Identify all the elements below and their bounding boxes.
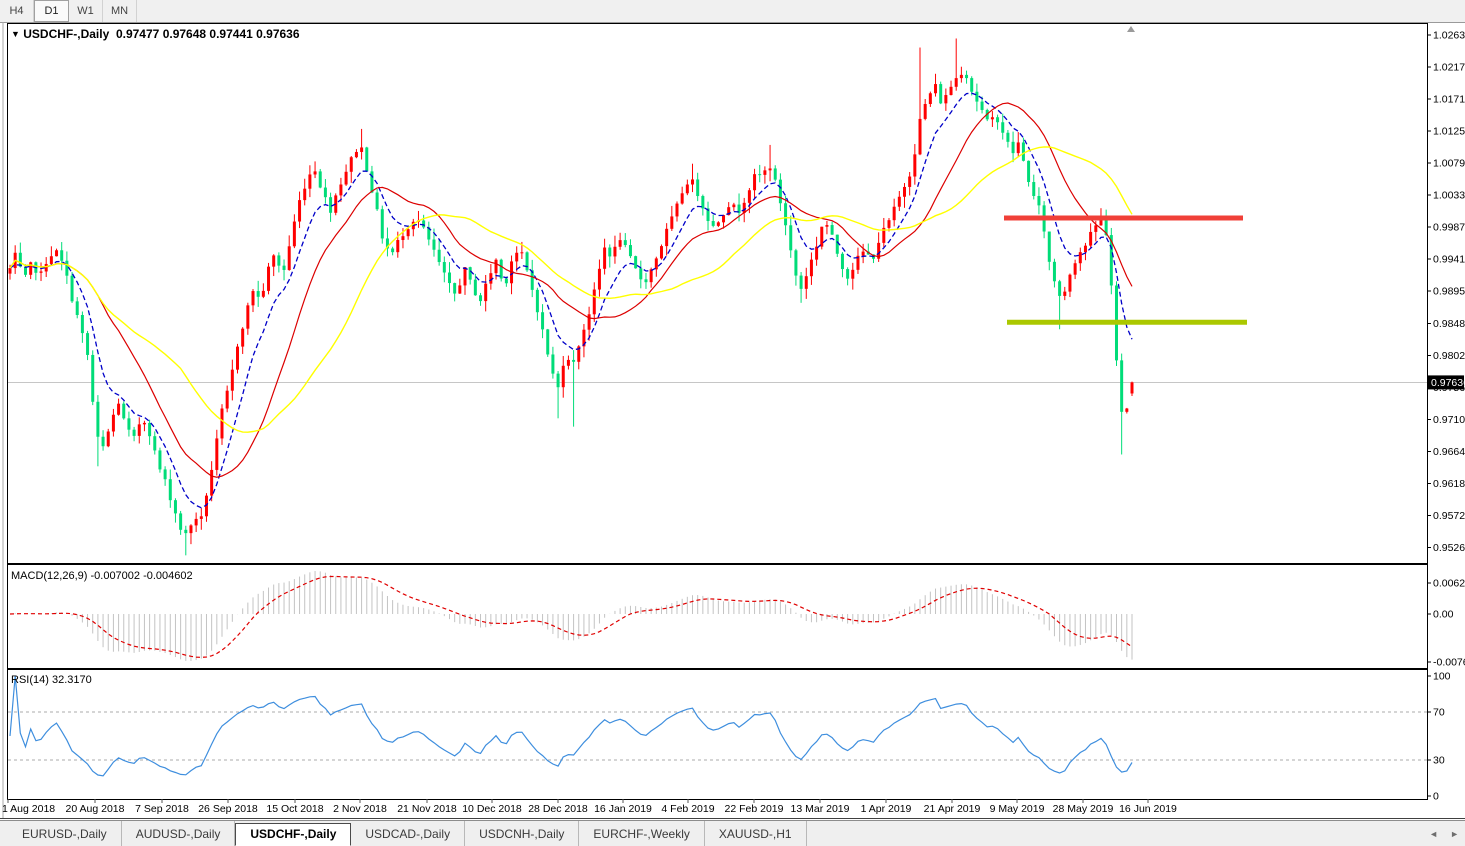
svg-text:15 Oct 2018: 15 Oct 2018 — [266, 803, 323, 815]
svg-text:70: 70 — [1433, 707, 1445, 719]
rsi-line — [9, 675, 1133, 777]
timeframe-button-mn[interactable]: MN — [103, 0, 137, 22]
svg-text:16 Jan 2019: 16 Jan 2019 — [594, 803, 652, 815]
chart-area[interactable]: 1.02630 1.02170 1.01710 1.01250 1.00790 1.003… — [0, 22, 1465, 820]
svg-text:1.02630: 1.02630 — [1433, 30, 1465, 42]
chart-shift-marker-icon[interactable] — [1127, 26, 1135, 32]
timeframe-button-h4[interactable]: H4 — [0, 0, 34, 22]
timeframe-toolbar: H4 D1 W1 MN — [0, 0, 1465, 23]
tab-usdchf-daily[interactable]: USDCHF-,Daily — [235, 822, 352, 846]
macd-panel — [7, 564, 1428, 669]
tab-usdcad-daily[interactable]: USDCAD-,Daily — [351, 821, 466, 846]
tab-usdcnh-daily[interactable]: USDCNH-,Daily — [465, 821, 580, 846]
svg-text:9 May 2019: 9 May 2019 — [990, 803, 1045, 815]
svg-text:13 Mar 2019: 13 Mar 2019 — [791, 803, 850, 815]
svg-text:1 Aug 2018: 1 Aug 2018 — [2, 803, 55, 815]
svg-text:1.00790: 1.00790 — [1433, 157, 1465, 169]
tab-eurusd-daily[interactable]: EURUSD-,Daily — [8, 821, 122, 846]
svg-text:21 Nov 2018: 21 Nov 2018 — [397, 803, 457, 815]
price-axis: 1.02630 1.02170 1.01710 1.01250 1.00790 1.003… — [1427, 30, 1465, 554]
chart-dropdown-icon[interactable]: ▼ — [11, 29, 20, 39]
svg-text:1.01250: 1.01250 — [1433, 125, 1465, 137]
date-axis: 1 Aug 2018 20 Aug 2018 7 Sep 2018 26 Sep 20… — [2, 799, 1177, 815]
current-price-tag — [1428, 375, 1464, 390]
svg-text:-0.007635: -0.007635 — [1433, 656, 1465, 668]
macd-histogram-group — [14, 571, 1133, 661]
rsi-axis: 100 70 30 0 — [1427, 671, 1451, 803]
svg-text:21 Apr 2019: 21 Apr 2019 — [924, 803, 981, 815]
timeframe-button-w1[interactable]: W1 — [69, 0, 103, 22]
svg-text:100: 100 — [1433, 671, 1451, 683]
candles-group — [8, 38, 1134, 556]
svg-text:7 Sep 2018: 7 Sep 2018 — [135, 803, 189, 815]
svg-text:0.97636: 0.97636 — [1431, 377, 1465, 389]
chart-tabs: EURUSD-,Daily AUDUSD-,Daily USDCHF-,Daily U… — [8, 821, 807, 846]
tab-scroll-right-icon[interactable]: ► — [1450, 829, 1459, 839]
tab-audusd-daily[interactable]: AUDUSD-,Daily — [122, 821, 236, 846]
tab-eurchf-weekly[interactable]: EURCHF-,Weekly — [579, 821, 705, 846]
svg-text:0.006286: 0.006286 — [1433, 577, 1465, 589]
svg-text:16 Jun 2019: 16 Jun 2019 — [1119, 803, 1177, 815]
svg-text:1 Apr 2019: 1 Apr 2019 — [861, 803, 912, 815]
svg-text:2 Nov 2018: 2 Nov 2018 — [333, 803, 387, 815]
main-panel — [7, 23, 1428, 564]
svg-text:10 Dec 2018: 10 Dec 2018 — [462, 803, 522, 815]
svg-text:22 Feb 2019: 22 Feb 2019 — [725, 803, 784, 815]
macd-signal-line — [9, 575, 1133, 659]
macd-axis: 0.006286 0.00 -0.007635 — [1427, 577, 1465, 668]
svg-text:1.02170: 1.02170 — [1433, 61, 1465, 73]
svg-text:0.00: 0.00 — [1433, 609, 1454, 621]
chart-tab-bar: EURUSD-,Daily AUDUSD-,Daily USDCHF-,Daily U… — [0, 820, 1465, 846]
tab-scroll-arrows: ◄ ► — [1429, 821, 1459, 846]
moving-averages-group — [9, 92, 1133, 509]
svg-text:28 May 2019: 28 May 2019 — [1053, 803, 1114, 815]
svg-text:0.95260: 0.95260 — [1433, 542, 1465, 554]
svg-text:0: 0 — [1433, 791, 1439, 803]
timeframe-button-d1[interactable]: D1 — [34, 0, 69, 22]
svg-text:26 Sep 2018: 26 Sep 2018 — [198, 803, 258, 815]
rsi-panel — [7, 669, 1428, 800]
svg-text:20 Aug 2018: 20 Aug 2018 — [66, 803, 125, 815]
svg-text:30: 30 — [1433, 755, 1445, 767]
svg-text:28 Dec 2018: 28 Dec 2018 — [528, 803, 588, 815]
tab-scroll-left-icon[interactable]: ◄ — [1429, 829, 1439, 839]
svg-text:4 Feb 2019: 4 Feb 2019 — [661, 803, 714, 815]
tab-xauusd-h1[interactable]: XAUUSD-,H1 — [705, 821, 807, 846]
svg-text:1.01710: 1.01710 — [1433, 93, 1465, 105]
